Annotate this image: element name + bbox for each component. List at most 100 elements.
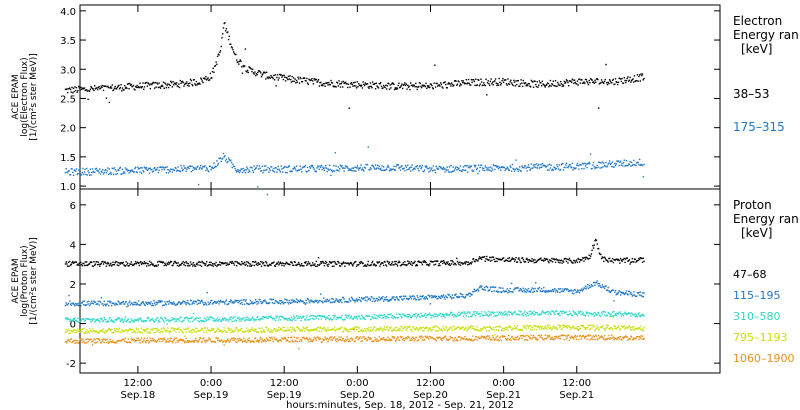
proton-series-1-point: [412, 295, 414, 297]
electron-series-0-point: [253, 73, 255, 75]
proton-series-0-point: [413, 261, 416, 264]
proton-series-0-point: [525, 258, 527, 260]
proton-series-1-point: [287, 301, 289, 303]
proton-series-0-point: [190, 263, 192, 265]
proton-series-1-point: [95, 303, 97, 306]
proton-series-3-point: [623, 325, 625, 327]
proton-series-2-point: [376, 317, 378, 320]
proton-series-2-point: [192, 320, 194, 323]
electron-series-0-point: [286, 77, 288, 79]
electron-series-1-point: [96, 170, 99, 172]
proton-series-1-point: [83, 303, 85, 306]
electron-series-0-point: [542, 83, 544, 85]
proton-series-3-point: [535, 325, 537, 327]
electron-series-1-point: [600, 166, 603, 169]
electron-series-1-point: [456, 166, 459, 169]
electron-series-0-point: [442, 87, 444, 89]
proton-series-4-point: [161, 340, 163, 343]
proton-series-3-point: [248, 329, 250, 331]
proton-series-3-point: [481, 328, 484, 330]
electron-series-0-point: [181, 80, 184, 83]
proton-series-2-point: [202, 319, 204, 322]
electron-series-0-point: [268, 76, 271, 78]
proton-series-1-point: [615, 294, 617, 296]
proton-series-0-point: [320, 261, 322, 263]
proton-series-3-point: [459, 328, 461, 330]
proton-series-2-point: [418, 313, 420, 316]
proton-series-4-point: [173, 339, 175, 342]
proton-series-1-point: [112, 302, 114, 304]
electron-series-1-point: [620, 164, 623, 166]
proton-series-1-point: [550, 290, 552, 293]
proton-series-2-point: [240, 320, 242, 322]
electron-series-0-point: [553, 84, 555, 87]
electron-series-0-point: [69, 88, 72, 91]
electron-series-0-point: [232, 51, 235, 53]
proton-series-1-point: [590, 283, 593, 286]
proton-series-2-point: [396, 313, 398, 315]
proton-series-4-point: [130, 337, 132, 340]
electron-series-0-point: [107, 86, 110, 89]
electron-series-1-point: [418, 170, 420, 172]
proton-series-2-point: [607, 311, 609, 314]
electron-series-1-point: [156, 167, 159, 169]
proton-series-2-point: [393, 316, 396, 318]
proton-series-0-point: [456, 260, 459, 263]
proton-series-3-point: [330, 329, 332, 331]
proton-series-2-point: [388, 313, 391, 316]
proton-series-2-point: [571, 314, 574, 317]
proton-series-0-point: [380, 263, 382, 265]
proton-series-0-point: [230, 262, 233, 264]
proton-series-3-point: [409, 328, 412, 331]
electron-series-1-point: [452, 166, 454, 168]
proton-series-0-point: [104, 262, 107, 264]
electron-series-1-point: [529, 168, 532, 170]
electron-series-0-point: [298, 78, 300, 80]
proton-series-2-point: [521, 313, 524, 315]
electron-series-0-point: [220, 45, 222, 48]
proton-series-3-point: [142, 329, 144, 331]
electron-series-0-point: [493, 80, 495, 83]
proton-series-1-point: [167, 300, 169, 303]
proton-series-2-point: [420, 312, 422, 315]
electron-series-1-point: [243, 170, 245, 172]
proton-series-1-point: [225, 299, 228, 301]
electron-series-1-point: [284, 165, 286, 168]
proton-series-0-point: [259, 263, 261, 265]
electron-series-1-point: [455, 166, 457, 168]
proton-series-1-point: [500, 291, 503, 294]
proton-series-1-point: [133, 301, 135, 304]
proton-series-3-point: [525, 328, 527, 330]
proton-series-4-point: [64, 341, 67, 343]
proton-series-0-point: [340, 262, 342, 265]
proton-series-0-point: [128, 265, 130, 267]
electron-series-1-point: [363, 170, 365, 172]
electron-series-0-point: [565, 81, 567, 83]
proton-series-3-point: [242, 331, 244, 333]
proton-series-3-point: [456, 326, 459, 328]
proton-series-4-point: [169, 337, 171, 340]
proton-series-3-point: [380, 328, 383, 330]
proton-series-0-point: [551, 257, 553, 260]
proton-series-2-point: [413, 313, 416, 316]
proton-series-2-point: [91, 319, 94, 322]
electron-series-1-point: [585, 163, 587, 165]
proton-series-1-point: [604, 285, 606, 287]
proton-series-0-point: [97, 261, 100, 263]
proton-series-2-point: [147, 316, 149, 319]
electron-series-1-point: [574, 167, 576, 170]
proton-series-3-point: [630, 329, 633, 331]
proton-series-1-point: [346, 301, 348, 303]
electron-series-1-point: [551, 168, 554, 171]
proton-series-2-point: [181, 320, 183, 323]
proton-series-0-point: [262, 261, 265, 264]
proton-series-3-point: [220, 329, 222, 332]
proton-series-3-point: [86, 332, 89, 334]
electron-series-1-point: [635, 164, 637, 167]
electron-series-0-point: [619, 77, 621, 80]
proton-series-1-point: [462, 296, 465, 298]
electron-series-1-point: [344, 167, 346, 170]
proton-series-2-point: [408, 313, 410, 316]
proton-series-1-point: [614, 291, 616, 293]
proton-series-2-point: [352, 318, 354, 320]
